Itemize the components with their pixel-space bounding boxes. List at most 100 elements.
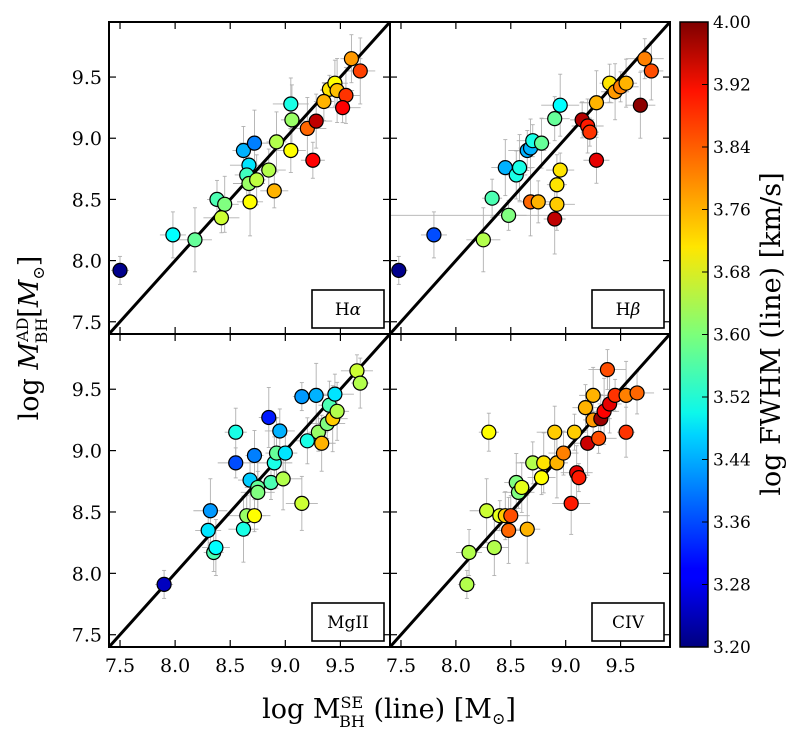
x-tick-label: 8.0 <box>160 655 190 677</box>
data-point <box>549 177 565 193</box>
y-tick-label: 7.5 <box>72 625 102 647</box>
colorbar-tick-label: 3.92 <box>713 76 751 96</box>
data-point <box>571 470 587 486</box>
data-point <box>213 210 229 226</box>
colorbar-tick-label: 4.00 <box>713 13 751 33</box>
panel-label: CIV <box>612 613 645 633</box>
data-point <box>275 471 291 487</box>
data-point <box>261 409 277 426</box>
data-point <box>352 375 368 391</box>
colorbar: 3.20 3.28 3.36 3.44 3.52 3.60 3.68 3.76 3.84 3.92… <box>679 13 787 658</box>
data-point <box>530 194 546 210</box>
x-tick-label: 7.5 <box>386 655 416 677</box>
data-point <box>566 424 583 440</box>
x-tick-label: 9.0 <box>551 655 581 677</box>
data-point <box>582 124 598 140</box>
data-point <box>305 152 321 168</box>
data-point <box>552 97 568 113</box>
data-point <box>599 361 616 378</box>
panel-plot-area <box>390 334 670 647</box>
data-point <box>629 385 645 401</box>
one-to-one-line <box>109 334 390 647</box>
data-point <box>563 495 579 511</box>
colorbar-tick-label: 3.44 <box>713 451 751 471</box>
data-point <box>547 111 563 127</box>
data-point <box>294 495 310 511</box>
data-point <box>299 433 315 449</box>
panel-label-box <box>591 289 665 329</box>
data-point <box>588 95 605 111</box>
data-point <box>266 183 282 199</box>
colorbar-tick-label: 3.20 <box>713 638 751 658</box>
data-point <box>391 262 407 278</box>
y-tick-label: 9.0 <box>72 128 102 150</box>
colorbar-tick-label: 3.52 <box>713 388 751 408</box>
data-point <box>486 539 502 556</box>
data-point <box>591 430 607 446</box>
data-point <box>643 63 659 79</box>
data-point <box>268 134 285 150</box>
data-point <box>261 162 277 178</box>
data-point <box>246 447 263 464</box>
data-point <box>284 112 300 128</box>
x-tick-label: 8.0 <box>441 655 471 677</box>
data-point <box>314 435 330 451</box>
data-point <box>308 387 324 403</box>
x-tick-label: 7.5 <box>105 655 135 677</box>
data-point <box>208 539 224 556</box>
y-tick-label: 9.5 <box>72 67 102 89</box>
data-point <box>156 576 172 593</box>
scatter-panels: Hα Hβ MgII CIV <box>108 21 671 648</box>
data-point <box>511 160 528 176</box>
colorbar-tick-label: 3.68 <box>713 263 751 283</box>
data-point <box>165 227 181 243</box>
data-point <box>242 194 258 210</box>
data-point <box>500 207 517 223</box>
y-axis-title: log MADBH[M⊙] <box>13 256 51 421</box>
one-to-one-line <box>390 334 670 647</box>
panel-label: Hα <box>335 300 362 320</box>
data-point <box>618 424 634 440</box>
data-point <box>235 521 252 537</box>
y-tick-label: 9.0 <box>72 441 102 463</box>
data-point <box>503 508 519 524</box>
data-point <box>426 227 442 243</box>
panel-frame <box>389 333 671 648</box>
data-point <box>577 400 594 416</box>
panel-plot-area <box>109 22 390 334</box>
data-point <box>533 135 550 151</box>
data-point <box>637 51 653 67</box>
data-point <box>246 135 263 151</box>
data-point <box>461 544 477 561</box>
panel-hβ: Hβ <box>389 21 671 335</box>
x-tick-label: 9.5 <box>325 655 355 677</box>
y-tick-label: 8.0 <box>72 563 102 585</box>
data-point <box>308 113 324 129</box>
one-to-one-line <box>390 22 670 334</box>
colorbar-tick-label: 3.60 <box>713 326 751 346</box>
data-point <box>272 423 288 439</box>
data-point <box>249 172 265 188</box>
data-point <box>294 389 310 405</box>
data-point <box>329 403 345 419</box>
x-axis-title: log MSE BH (line) [M⊙] <box>262 693 516 731</box>
data-point <box>112 262 128 278</box>
data-point <box>514 479 530 496</box>
y-tick-label: 7.5 <box>72 312 102 334</box>
panel-label-box <box>591 602 665 642</box>
data-point <box>459 576 475 593</box>
data-point <box>500 522 517 538</box>
x-tick-label: 9.5 <box>605 655 635 677</box>
data-point <box>228 424 244 440</box>
data-point <box>343 51 360 67</box>
data-point <box>250 484 266 500</box>
panel-label-box <box>311 289 385 329</box>
panel-mgii: MgII <box>108 333 391 648</box>
data-point <box>618 75 634 91</box>
data-point <box>202 503 218 519</box>
panel-hα: Hα <box>108 21 391 335</box>
panel-label: MgII <box>327 613 369 633</box>
colorbar-tick-label: 3.76 <box>713 201 751 221</box>
data-point <box>519 521 535 537</box>
data-point <box>585 387 601 403</box>
